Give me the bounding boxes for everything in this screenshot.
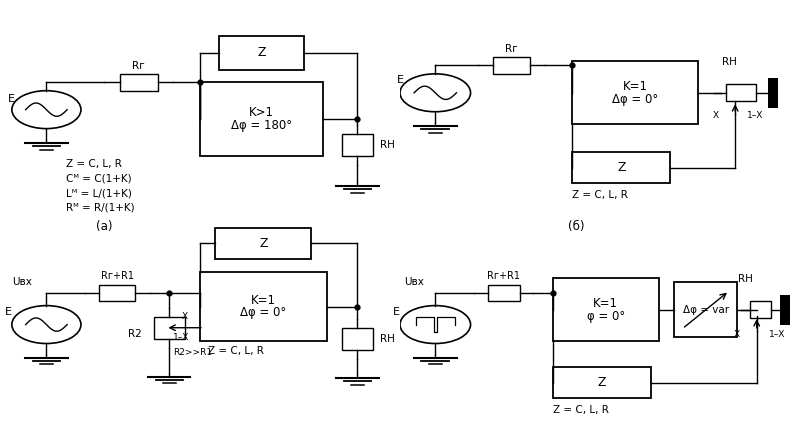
Text: Uвх: Uвх — [404, 276, 424, 286]
Text: X: X — [182, 312, 188, 321]
Text: Z: Z — [259, 237, 268, 250]
Text: E: E — [8, 94, 15, 104]
Text: 1–X: 1–X — [769, 330, 785, 339]
Text: K=1: K=1 — [251, 294, 276, 307]
Text: Δφ = 0°: Δφ = 0° — [612, 92, 658, 106]
Text: K>1: K>1 — [249, 106, 274, 119]
Text: K=1: K=1 — [622, 80, 648, 93]
Text: X: X — [734, 330, 740, 339]
Text: Z: Z — [618, 161, 626, 174]
Text: RН: RН — [381, 334, 395, 344]
Text: Rᴹ = R/(1+K): Rᴹ = R/(1+K) — [66, 203, 134, 213]
Text: E: E — [393, 307, 399, 317]
Text: Z = C, L, R: Z = C, L, R — [553, 405, 609, 415]
Text: Uвх: Uвх — [12, 276, 32, 286]
Text: R2>>R1: R2>>R1 — [173, 348, 212, 357]
Text: Δφ = 0°: Δφ = 0° — [240, 307, 286, 319]
Text: Z = C, L, R: Z = C, L, R — [66, 159, 122, 169]
Text: RН: RН — [381, 141, 395, 150]
Text: Z: Z — [598, 376, 606, 389]
Bar — [769, 78, 778, 108]
Text: E: E — [397, 75, 403, 85]
Text: Rг+R1: Rг+R1 — [487, 271, 520, 281]
Text: Rг: Rг — [132, 61, 145, 71]
Text: Δφ = 180°: Δφ = 180° — [231, 119, 292, 132]
Text: φ = 0°: φ = 0° — [586, 310, 625, 322]
Text: (б): (б) — [568, 220, 585, 233]
Bar — [780, 295, 790, 325]
Text: 1–X: 1–X — [173, 333, 190, 342]
Text: Cᴹ = C(1+K): Cᴹ = C(1+K) — [66, 173, 131, 183]
Text: Z = C, L, R: Z = C, L, R — [573, 190, 628, 200]
Text: Rг+R1: Rг+R1 — [101, 271, 134, 281]
Text: RН: RН — [738, 274, 752, 284]
Text: Lᴹ = L/(1+K): Lᴹ = L/(1+K) — [66, 188, 131, 198]
Text: R2: R2 — [128, 329, 142, 339]
Text: 1–X: 1–X — [746, 111, 763, 120]
Text: Z: Z — [257, 46, 266, 59]
Text: E: E — [5, 307, 11, 317]
Text: Δφ = var: Δφ = var — [682, 305, 729, 315]
Text: Z = C, L, R: Z = C, L, R — [208, 346, 263, 356]
Text: X: X — [713, 111, 718, 120]
Text: K=1: K=1 — [594, 297, 618, 310]
Text: (а): (а) — [96, 220, 112, 233]
Text: Rг: Rг — [506, 44, 518, 54]
Text: RН: RН — [722, 57, 737, 68]
